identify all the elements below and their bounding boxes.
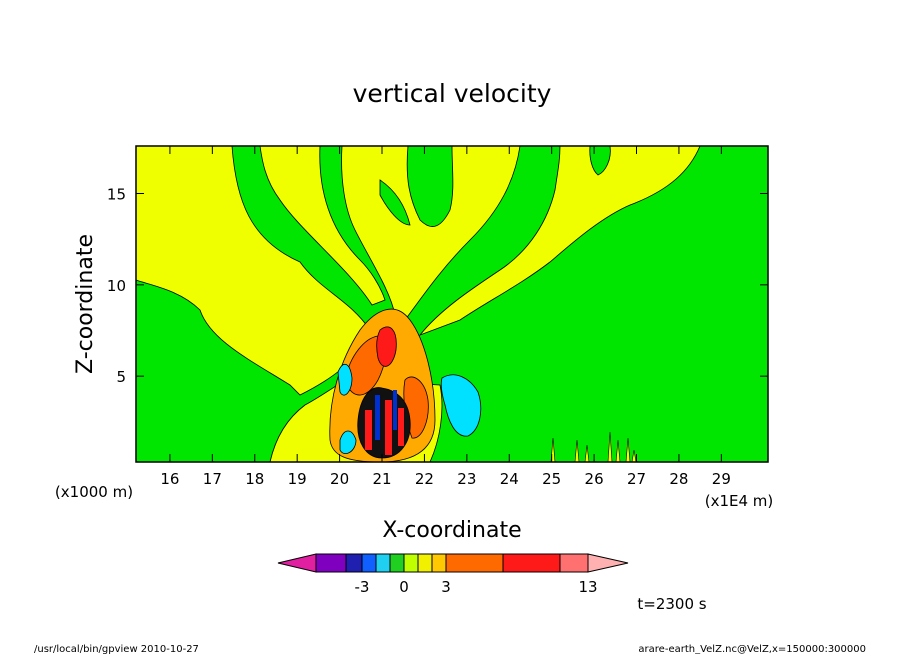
footer-left: /usr/local/bin/gpview 2010-10-27 (34, 644, 199, 654)
plot-area (135, 145, 769, 463)
colorbar-extend-right (587, 553, 629, 573)
x-tick-label: 25 (542, 470, 561, 488)
colorbar-label: 3 (441, 578, 451, 596)
contour-red-streaks (365, 400, 404, 455)
plot-frame (135, 145, 769, 463)
x-tick-label: 26 (585, 470, 604, 488)
colorbar-swatch (502, 553, 561, 573)
colorbar-label: 13 (578, 578, 597, 596)
contour-green-hill (589, 145, 611, 176)
footer-right: arare-earth_VelZ.nc@VelZ,x=150000:300000 (638, 644, 866, 654)
colorbar-swatch (375, 553, 391, 573)
colorbar-swatch (403, 553, 419, 573)
colorbar-label: -3 (355, 578, 370, 596)
colorbar-swatch (345, 553, 363, 573)
colorbar-swatch (361, 553, 377, 573)
colorbar-label: 0 (399, 578, 409, 596)
contour-cyan-left (337, 364, 353, 396)
contour-cyan-bottom (339, 430, 357, 454)
contour-surface-cells (550, 431, 637, 463)
colorbar-swatch (559, 553, 589, 573)
y-tick-label: 5 (116, 368, 126, 386)
y-tick-label: 15 (107, 185, 126, 203)
x-tick-label: 22 (415, 470, 434, 488)
colorbar-swatch (315, 553, 347, 573)
colorbar-swatch (445, 553, 504, 573)
time-label: t=2300 s (637, 595, 706, 613)
x-tick-label: 20 (330, 470, 349, 488)
contour-green-island (379, 179, 411, 226)
x-unit-left: (x1000 m) (55, 483, 133, 501)
x-tick-label: 17 (203, 470, 222, 488)
chart-title: vertical velocity (353, 79, 552, 108)
y-axis-label: Z-coordinate (73, 234, 98, 374)
colorbar-swatch (417, 553, 433, 573)
colorbar-swatch (431, 553, 447, 573)
contour-yellow-upper-mid (259, 145, 386, 306)
x-tick-label: 18 (245, 470, 264, 488)
x-tick-label: 16 (160, 470, 179, 488)
x-tick-label: 29 (712, 470, 731, 488)
contour-yellow-right-upper (418, 145, 701, 336)
x-axis: 16 17 18 19 20 21 22 23 24 25 26 27 28 29 (160, 146, 731, 488)
x-tick-label: 28 (669, 470, 688, 488)
colorbar: -3 0 3 13 (277, 553, 629, 596)
x-tick-label: 21 (372, 470, 391, 488)
y-tick-label: 10 (107, 277, 126, 295)
y-axis: 5 10 15 (107, 185, 768, 386)
colorbar-swatch (389, 553, 405, 573)
colorbar-extend-left (277, 553, 317, 573)
contour-red-core (376, 326, 397, 367)
contour-cyan-downdraft (440, 374, 482, 437)
x-unit-right: (x1E4 m) (705, 492, 774, 510)
x-tick-label: 24 (500, 470, 519, 488)
contour-blue-streaks (375, 390, 397, 440)
x-tick-label: 27 (627, 470, 646, 488)
x-tick-label: 19 (288, 470, 307, 488)
x-axis-label: X-coordinate (382, 518, 521, 543)
x-tick-label: 23 (457, 470, 476, 488)
